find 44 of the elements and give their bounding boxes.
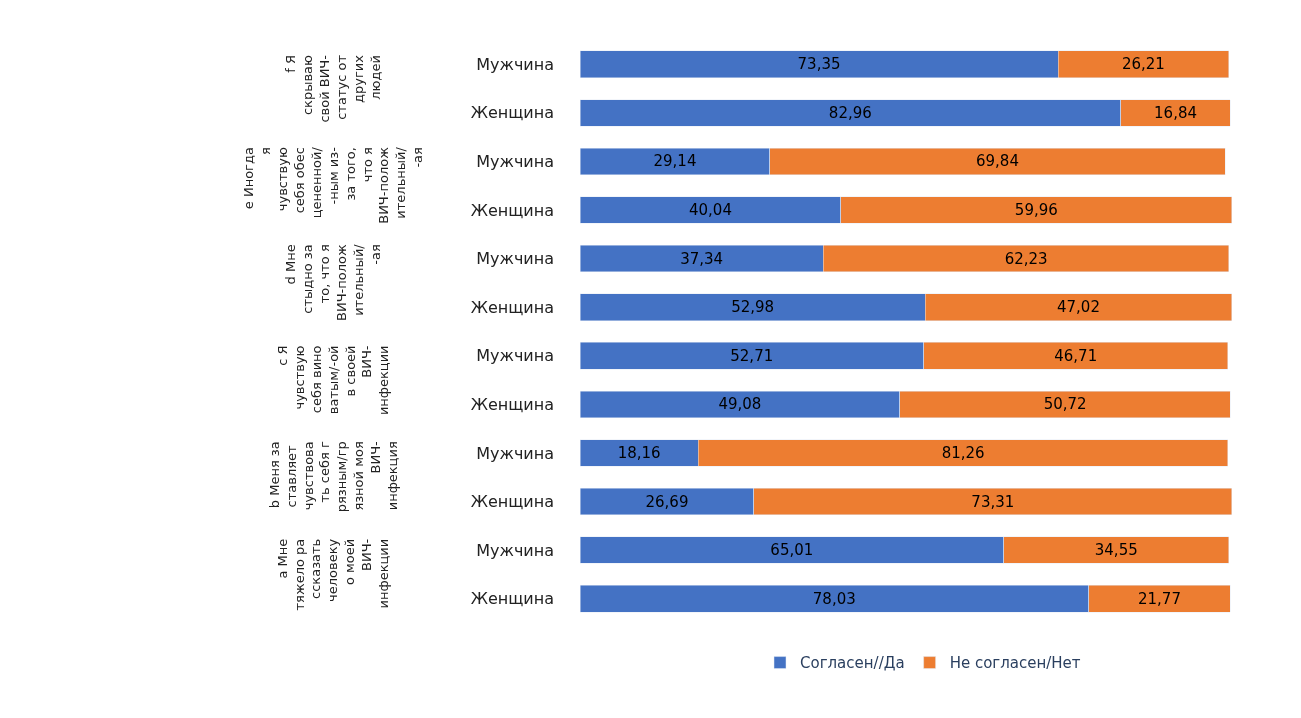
y-tick-label: Женщина [470, 394, 554, 414]
y-tick-label: Женщина [470, 492, 554, 512]
y-tick-label: Женщина [470, 589, 554, 609]
data-label: 26,69 [645, 492, 689, 511]
y-tick-label: Женщина [470, 103, 554, 123]
data-label: 50,72 [1043, 395, 1087, 414]
data-label: 73,35 [797, 55, 841, 74]
data-label: 52,71 [730, 346, 774, 365]
data-label: 29,14 [653, 152, 697, 171]
y-tick-label: Мужчина [476, 540, 554, 560]
y-tick-label: Мужчина [476, 249, 554, 269]
data-label: 37,34 [680, 249, 724, 268]
y-tick-label: Мужчина [476, 54, 554, 74]
y-tick-label: Мужчина [476, 152, 554, 172]
data-label: 34,55 [1094, 541, 1138, 560]
data-label: 16,84 [1154, 103, 1197, 122]
data-label: 78,03 [812, 589, 856, 608]
data-label: 21,77 [1137, 589, 1181, 608]
text: e Иногда я чувствую себя обесцененной/-ным из-за того, что я ВИЧ-положительный/-ая [241, 147, 426, 224]
data-label: 81,26 [941, 443, 985, 462]
data-label: 82,96 [828, 103, 872, 122]
data-label: 26,21 [1121, 55, 1165, 74]
data-label: 18,16 [617, 443, 661, 462]
data-label: 49,08 [718, 395, 762, 414]
data-label: 40,04 [688, 201, 732, 220]
data-label: 69,84 [976, 152, 1019, 171]
y-tick-label: Мужчина [476, 346, 554, 366]
y-tick-label: Женщина [470, 200, 554, 220]
y-tick-label: Женщина [470, 297, 554, 317]
text: b Меня заставляет чувствовать себя грязным/грязной моя ВИЧ-инфекция [266, 440, 401, 513]
data-label: 47,02 [1057, 298, 1100, 317]
text: f Я скрываю свой ВИЧ-статус от других людей [283, 54, 383, 123]
data-label: 59,96 [1014, 201, 1058, 220]
legend-label: Не согласен/Нет [949, 654, 1081, 673]
data-label: 73,31 [971, 492, 1015, 511]
text: d Мне стыдно за то, что я ВИЧ-положительный/-ая [283, 243, 383, 321]
legend-label: Согласен//Да [800, 654, 905, 673]
data-label: 46,71 [1054, 346, 1098, 365]
data-label: 65,01 [770, 541, 814, 560]
text: a Мне тяжело рассказать человеку о моей ВИЧ-инфекции [274, 538, 392, 611]
data-label: 62,23 [1004, 249, 1048, 268]
text: c Я чувствую себя виноватым/-ой в своей ВИЧ-инфекции [274, 345, 392, 416]
data-label: 52,98 [731, 298, 775, 317]
y-tick-label: Мужчина [476, 443, 554, 463]
